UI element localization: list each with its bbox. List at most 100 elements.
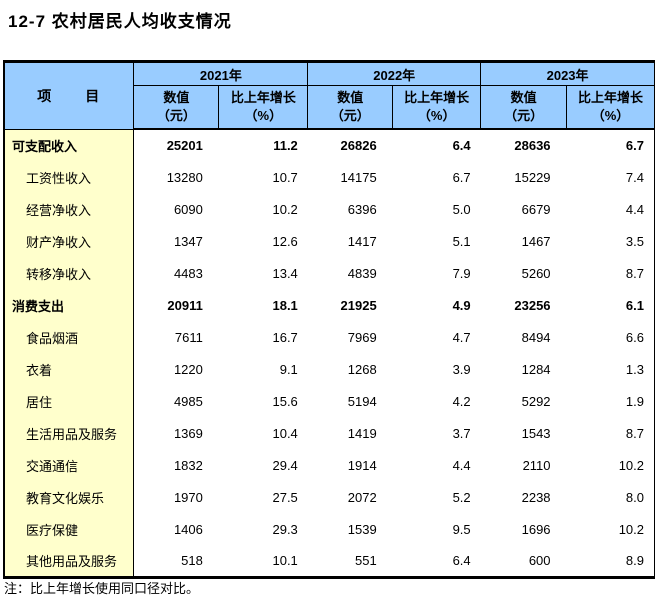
- growth-cell: 16.7: [272, 329, 298, 345]
- growth-header-line1: 比上年增长: [404, 90, 470, 106]
- year-header-row: 项 目 2021年 2022年 2023年: [3, 61, 655, 130]
- value-cell: 1347: [173, 233, 203, 249]
- growth-cell: 15.6: [272, 393, 298, 409]
- value-header-line2: （元）: [504, 108, 544, 123]
- table-body: 可支配收入 25201 11.2 26826 6.4 28636 6.7 工资性收入 13280…: [4, 129, 655, 577]
- value-cell: 1832: [173, 457, 203, 473]
- growth-cell: 4.4: [625, 201, 644, 217]
- table-row: 食品烟酒 7611 16.7 7969 4.7 8494 6.6: [4, 321, 655, 353]
- value-cell: 1419: [347, 425, 377, 441]
- growth-cell: 6.7: [625, 138, 644, 153]
- value-header-2023: 数值 （元）: [480, 85, 568, 130]
- value-cell: 4985: [173, 393, 203, 409]
- value-cell: 5292: [521, 393, 551, 409]
- value-cell: 1467: [521, 233, 551, 249]
- row-label: 其他用品及服务: [4, 545, 135, 577]
- growth-cell: 10.1: [272, 552, 298, 568]
- value-cell: 21925: [340, 297, 377, 313]
- growth-cell: 5.1: [452, 233, 471, 249]
- value-cell: 1696: [521, 521, 551, 537]
- growth-cell: 10.4: [272, 425, 298, 441]
- growth-cell: 27.5: [272, 489, 298, 505]
- value-header-line1: 数值: [510, 90, 537, 106]
- row-label: 财产净收入: [4, 225, 135, 257]
- growth-cell: 29.3: [272, 521, 298, 537]
- table-row: 财产净收入 1347 12.6 1417 5.1 1467 3.5: [4, 225, 655, 257]
- table-row: 经营净收入 6090 10.2 6396 5.0 6679 4.4: [4, 193, 655, 225]
- growth-header-line1: 比上年增长: [230, 90, 296, 106]
- growth-cell: 9.1: [279, 361, 298, 377]
- value-cell: 1284: [521, 361, 551, 377]
- value-cell: 2110: [522, 457, 551, 473]
- table-row: 居住 4985 15.6 5194 4.2 5292 1.9: [4, 385, 655, 417]
- table-row: 教育文化娱乐 1970 27.5 2072 5.2 2238 8.0: [4, 481, 655, 513]
- growth-cell: 1.3: [625, 361, 644, 377]
- footnote: 注：比上年增长使用同口径对比。: [4, 581, 200, 596]
- value-cell: 600: [528, 552, 551, 568]
- value-cell: 1369: [173, 425, 203, 441]
- growth-cell: 1.9: [625, 393, 644, 409]
- growth-cell: 3.5: [625, 233, 644, 249]
- growth-header-line2: （%）: [591, 108, 630, 123]
- table-row: 可支配收入 25201 11.2 26826 6.4 28636 6.7: [4, 129, 655, 161]
- value-cell: 20911: [167, 297, 203, 313]
- value-header-2022: 数值 （元）: [307, 85, 394, 130]
- value-cell: 518: [181, 552, 203, 568]
- table-row: 医疗保健 1406 29.3 1539 9.5 1696 10.2: [4, 513, 655, 545]
- table-row: 生活用品及服务 1369 10.4 1419 3.7 1543 8.7: [4, 417, 655, 449]
- growth-header-2023: 比上年增长 （%）: [566, 85, 655, 130]
- value-cell: 15229: [514, 169, 551, 185]
- value-header-2021: 数值 （元）: [133, 85, 220, 130]
- growth-cell: 29.4: [272, 457, 298, 473]
- value-cell: 2072: [347, 489, 377, 505]
- sub-header-row: 数值 （元） 比上年增长 （%） 数值 （元） 比上年增长 （%） 数值 （: [4, 85, 655, 130]
- growth-cell: 9.5: [452, 521, 471, 537]
- growth-cell: 3.7: [452, 425, 471, 441]
- table-row: 转移净收入 4483 13.4 4839 7.9 5260 8.7: [4, 257, 655, 289]
- value-cell: 6090: [173, 201, 203, 217]
- year-header-2023: 2023年: [480, 61, 655, 86]
- growth-header-2021: 比上年增长 （%）: [218, 85, 309, 130]
- growth-cell: 5.2: [452, 489, 471, 505]
- value-cell: 7969: [347, 329, 377, 345]
- value-cell: 1268: [347, 361, 377, 377]
- growth-cell: 4.2: [452, 393, 471, 409]
- growth-cell: 11.2: [273, 138, 298, 153]
- table-row: 衣着 1220 9.1 1268 3.9 1284 1.3: [4, 353, 655, 385]
- growth-cell: 18.1: [272, 297, 298, 313]
- growth-cell: 6.4: [452, 138, 471, 153]
- row-label: 教育文化娱乐: [4, 481, 135, 513]
- value-cell: 13280: [166, 169, 203, 185]
- value-cell: 1417: [347, 233, 377, 249]
- value-cell: 5194: [347, 393, 377, 409]
- growth-cell: 12.6: [272, 233, 298, 249]
- growth-cell: 4.9: [452, 297, 471, 313]
- growth-cell: 6.4: [452, 552, 471, 568]
- value-cell: 2238: [521, 489, 551, 505]
- growth-cell: 6.6: [625, 329, 644, 345]
- row-label: 衣着: [4, 353, 135, 385]
- row-label: 医疗保健: [4, 513, 135, 545]
- row-label: 转移净收入: [4, 257, 135, 289]
- value-cell: 1970: [173, 489, 203, 505]
- value-cell: 1220: [173, 361, 203, 377]
- table-row: 工资性收入 13280 10.7 14175 6.7 15229 7.4: [4, 161, 655, 193]
- value-cell: 8494: [521, 329, 551, 345]
- row-label: 交通通信: [4, 449, 135, 481]
- row-label: 工资性收入: [4, 161, 135, 193]
- value-cell: 23256: [514, 297, 551, 313]
- growth-header-line2: （%）: [244, 108, 283, 123]
- value-cell: 25201: [166, 138, 203, 153]
- value-cell: 1539: [347, 521, 377, 537]
- value-cell: 6679: [521, 201, 551, 217]
- growth-cell: 4.7: [452, 329, 471, 345]
- growth-cell: 4.4: [452, 457, 471, 473]
- growth-cell: 8.7: [625, 425, 644, 441]
- value-header-line1: 数值: [337, 90, 364, 106]
- growth-cell: 6.7: [452, 169, 471, 185]
- value-cell: 4483: [173, 265, 203, 281]
- growth-cell: 8.9: [625, 552, 644, 568]
- value-cell: 6396: [347, 201, 377, 217]
- row-label: 生活用品及服务: [4, 417, 135, 449]
- stub-header-cell: 项 目: [3, 61, 135, 130]
